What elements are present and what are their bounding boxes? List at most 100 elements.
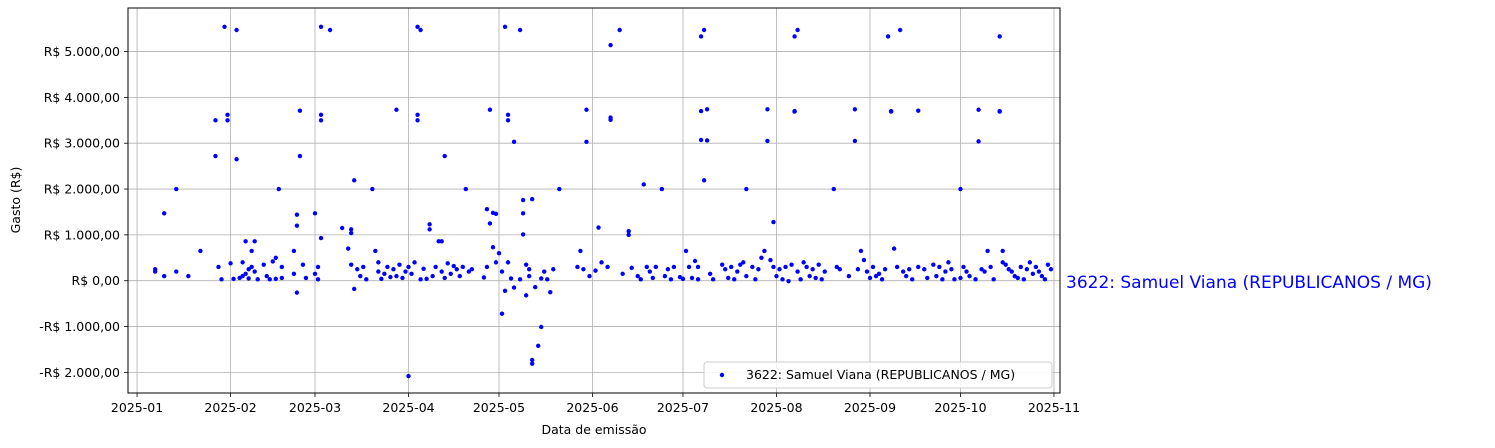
data-point — [979, 267, 984, 272]
data-point — [707, 271, 713, 277]
data-point — [958, 186, 963, 192]
data-point — [216, 264, 221, 270]
data-point — [910, 277, 915, 282]
data-point — [903, 273, 909, 279]
grid-lines — [128, 8, 1060, 393]
data-point — [442, 153, 447, 159]
x-axis-title: Data de emissão — [541, 422, 646, 437]
data-point — [780, 277, 785, 282]
data-point — [795, 269, 800, 274]
y-tick-label: R$ 5.000,00 — [44, 44, 120, 59]
data-point — [505, 260, 511, 265]
data-point — [864, 269, 870, 274]
data-point — [261, 262, 266, 267]
data-point — [584, 107, 589, 112]
data-point — [496, 251, 502, 256]
data-point — [161, 273, 167, 279]
data-point — [894, 264, 900, 270]
data-point — [445, 261, 450, 266]
data-point — [303, 275, 309, 281]
legend-box — [703, 361, 1053, 389]
data-point — [620, 271, 625, 277]
data-point — [493, 260, 499, 265]
data-point — [361, 264, 366, 270]
data-point — [352, 286, 357, 292]
data-point — [243, 271, 248, 277]
data-point — [638, 277, 643, 282]
data-point — [988, 264, 993, 270]
data-point — [294, 212, 300, 217]
data-point — [1042, 277, 1048, 282]
data-point — [536, 343, 541, 348]
data-point — [520, 211, 526, 216]
data-point — [240, 260, 245, 265]
data-point — [973, 277, 978, 282]
data-point — [252, 269, 257, 274]
data-point — [888, 109, 894, 114]
data-point — [617, 27, 622, 33]
data-point — [523, 293, 529, 298]
data-point — [373, 248, 378, 254]
data-point — [400, 275, 405, 281]
data-point — [297, 153, 303, 159]
data-point — [798, 277, 803, 282]
data-point — [427, 227, 432, 232]
data-point — [318, 235, 324, 241]
data-point — [1006, 267, 1011, 272]
legend-marker — [719, 372, 725, 378]
data-point — [867, 275, 873, 281]
data-point — [213, 153, 218, 159]
data-point — [557, 186, 562, 192]
data-point — [1039, 273, 1045, 279]
data-point — [795, 27, 800, 33]
data-point — [511, 139, 517, 145]
data-point — [484, 207, 490, 212]
data-point — [487, 107, 493, 112]
data-point — [469, 267, 475, 272]
data-point — [291, 271, 297, 277]
data-point — [264, 273, 269, 279]
legend-label: 3622: Samuel Viana (REPUBLICANOS / MG) — [746, 367, 1015, 382]
data-point — [879, 277, 885, 282]
data-point — [635, 273, 640, 279]
data-point — [735, 269, 740, 274]
data-point — [946, 260, 951, 265]
data-point — [225, 112, 230, 117]
data-point — [732, 277, 737, 282]
data-point — [765, 107, 770, 112]
data-point — [418, 277, 423, 282]
data-point — [548, 289, 553, 295]
data-point — [520, 232, 526, 237]
data-point — [686, 264, 692, 270]
data-point — [629, 265, 634, 271]
data-point — [1021, 277, 1027, 282]
data-point — [668, 277, 674, 282]
data-point — [744, 186, 749, 192]
data-point — [466, 269, 472, 274]
data-point — [922, 267, 927, 272]
data-point — [532, 284, 538, 290]
data-point — [810, 267, 815, 272]
data-point — [394, 107, 399, 112]
data-point — [653, 264, 659, 270]
data-point — [364, 277, 369, 282]
data-point — [587, 273, 592, 279]
data-point — [481, 275, 487, 280]
data-point — [252, 239, 257, 244]
data-point — [415, 24, 420, 29]
data-point — [315, 277, 321, 282]
data-point — [704, 107, 710, 112]
data-point — [436, 239, 441, 244]
data-point — [493, 211, 499, 216]
data-point — [161, 211, 167, 216]
data-point — [294, 223, 300, 228]
data-point — [897, 27, 903, 33]
data-point — [991, 277, 996, 282]
data-point — [152, 269, 158, 274]
x-tick-label: 2025-01 — [111, 400, 163, 415]
data-point — [520, 197, 526, 203]
data-point — [876, 271, 882, 277]
data-point — [704, 138, 710, 143]
data-point — [906, 267, 912, 272]
data-point — [701, 27, 707, 33]
